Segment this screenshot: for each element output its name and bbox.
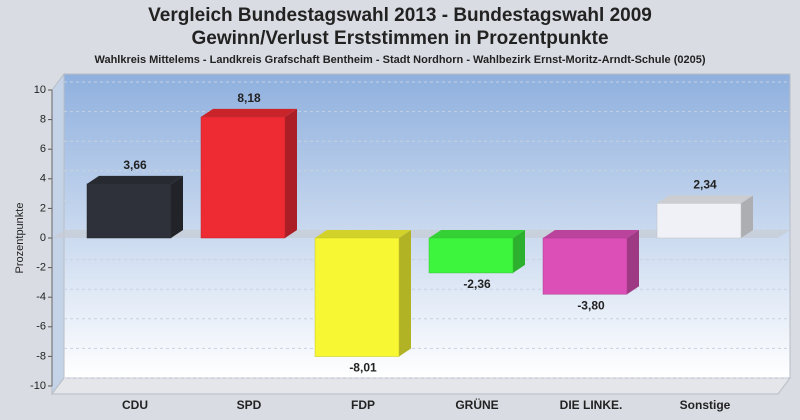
y-tick-label: 2 [40, 202, 46, 214]
bar [428, 237, 514, 274]
bar-side [741, 195, 753, 238]
bar-side [171, 175, 183, 238]
x-tick-label: CDU [122, 398, 148, 412]
bar-side [399, 230, 411, 357]
value-label: -2,36 [463, 277, 491, 291]
y-tick-label: -4 [36, 291, 46, 303]
bar-top [543, 230, 639, 238]
value-label: 2,34 [693, 178, 717, 192]
y-tick-label: 0 [40, 232, 46, 244]
bar [314, 237, 400, 357]
x-tick-label: GRÜNE [455, 397, 498, 412]
bar-top [315, 230, 411, 238]
bar-side [513, 230, 525, 273]
chart-subtitle: Wahlkreis Mittelems - Landkreis Grafscha… [95, 54, 706, 66]
bar [200, 116, 286, 239]
bar-top [201, 108, 297, 117]
bar-top [657, 195, 753, 204]
bar-side [627, 230, 639, 295]
value-label: 3,66 [123, 158, 147, 172]
x-tick-label: DIE LINKE. [560, 398, 623, 412]
y-tick-label: -6 [36, 321, 46, 333]
value-label: -8,01 [349, 361, 377, 375]
y-axis-label: Prozentpunkte [14, 203, 26, 274]
bar-side [285, 108, 297, 238]
chart-title: Vergleich Bundestagswahl 2013 - Bundesta… [148, 5, 652, 26]
chart-title: Gewinn/Verlust Erststimmen in Prozentpun… [191, 28, 608, 49]
bar [542, 237, 628, 295]
y-tick-label: 10 [34, 84, 46, 96]
y-tick-label: -10 [30, 380, 46, 392]
y-tick-label: -8 [36, 350, 46, 362]
bar-top [429, 230, 525, 238]
x-tick-label: Sonstige [680, 398, 731, 412]
bar [86, 183, 172, 239]
plot-floor [51, 377, 791, 395]
value-label: 8,18 [237, 91, 261, 105]
y-tick-label: 4 [40, 173, 46, 185]
y-tick-label: 6 [40, 143, 46, 155]
y-tick-label: 8 [40, 114, 46, 126]
y-tick-label: -2 [36, 262, 46, 274]
x-tick-label: FDP [351, 398, 375, 412]
value-label: -3,80 [577, 298, 605, 312]
x-tick-label: SPD [237, 398, 262, 412]
bar [656, 203, 742, 239]
bar-top [87, 175, 183, 184]
